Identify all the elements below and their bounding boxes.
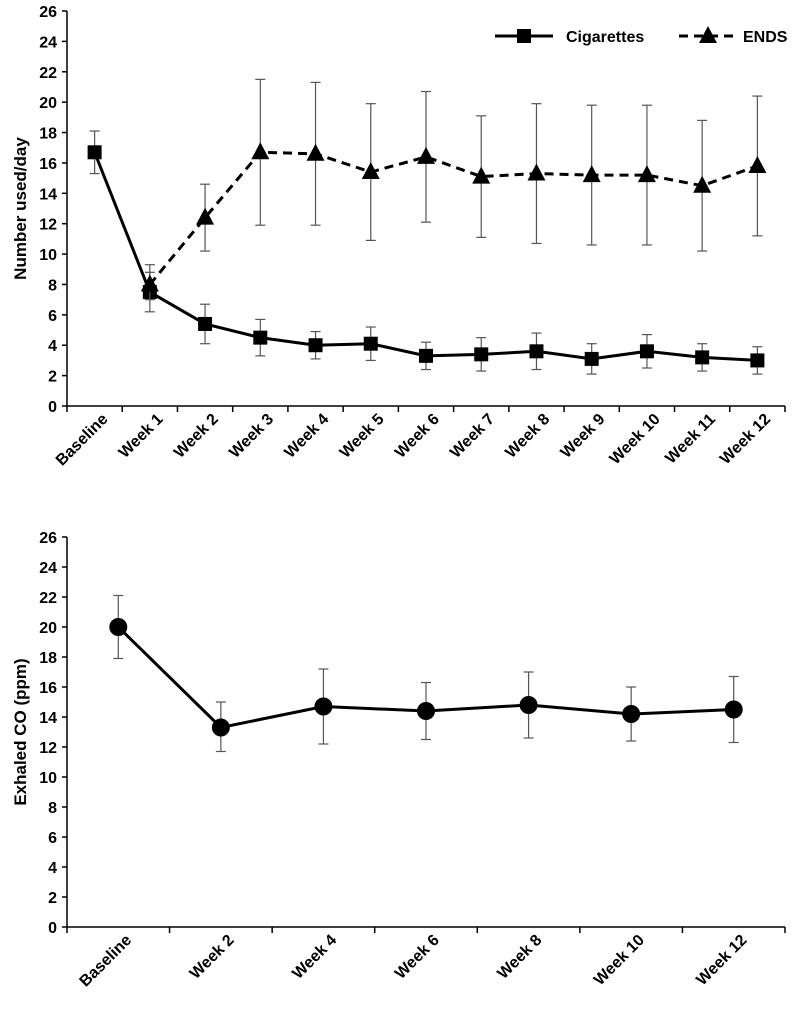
ends-point (693, 175, 712, 193)
cigarettes-point (363, 336, 378, 351)
cigarettes-point (750, 353, 765, 368)
y-tick-label: 12 (39, 740, 57, 757)
exhaled-co-point (417, 702, 435, 720)
legend-marker-ends (699, 26, 717, 43)
x-tick-label: Week 6 (392, 932, 443, 983)
cigarettes-point (474, 347, 489, 362)
y-tick-label: 24 (39, 34, 57, 51)
exhaled-co-point (211, 718, 230, 737)
ends-point (582, 165, 601, 183)
ends-series-line (148, 150, 758, 286)
x-tick-label: Week 8 (495, 932, 546, 983)
y-tick-label: 16 (39, 156, 57, 173)
ends-point (417, 146, 435, 164)
ends-point (361, 162, 380, 180)
y-tick-label: 14 (39, 186, 57, 203)
y-tick-label: 14 (39, 710, 57, 727)
x-tick-label: Week 10 (591, 932, 648, 989)
y-tick-label: 10 (39, 247, 57, 264)
x-tick-label: Baseline (77, 932, 136, 991)
y-tick-label: 12 (39, 217, 57, 234)
x-tick-label: Week 4 (289, 932, 340, 983)
y-tick-label: 18 (39, 650, 57, 667)
cigarettes-point (529, 344, 544, 359)
y-tick-label: 26 (39, 530, 57, 547)
x-tick-label: Week 2 (171, 411, 222, 462)
exhaled-co-point (724, 700, 743, 719)
legend-label-ends: ENDS (743, 29, 788, 46)
ends-point (306, 143, 325, 161)
x-tick-label: Week 9 (558, 411, 609, 462)
y-tick-label: 4 (48, 860, 57, 877)
ends-point (140, 274, 159, 292)
y-tick-label: 0 (48, 399, 57, 416)
y-tick-label: 2 (48, 369, 57, 386)
y-axis-label: Exhaled CO (ppm) (11, 658, 30, 805)
y-tick-label: 10 (39, 770, 57, 787)
cigarettes-point (419, 348, 433, 363)
exhaled-co-point (622, 705, 641, 723)
y-tick-label: 4 (48, 338, 57, 355)
x-tick-label: Week 7 (447, 411, 498, 462)
x-tick-label: Week 4 (282, 411, 333, 462)
cigarettes-point (639, 344, 654, 359)
y-tick-label: 22 (39, 590, 57, 607)
y-axis-label: Number used/day (11, 137, 30, 280)
cigarettes-point (253, 330, 268, 345)
y-tick-label: 26 (39, 4, 57, 21)
ends-point (251, 142, 270, 160)
y-tick-label: 0 (48, 920, 57, 937)
cigarettes-point (308, 338, 323, 353)
ends-point (748, 155, 767, 173)
x-tick-label: Week 12 (717, 411, 774, 468)
x-tick-label: Week 11 (663, 411, 720, 468)
legend-marker-cigarettes (517, 29, 531, 43)
legend-label-cigarettes: Cigarettes (566, 29, 644, 46)
cigarettes-point (584, 351, 599, 366)
ends-point (196, 207, 215, 225)
legend: Cigarettes ENDS (495, 26, 788, 46)
y-tick-label: 2 (48, 890, 57, 907)
x-tick-label: Week 5 (337, 411, 388, 462)
exhaled-co-point (314, 697, 333, 716)
ends-point (527, 163, 546, 181)
y-tick-label: 6 (48, 308, 57, 325)
x-tick-label: Week 2 (187, 932, 238, 983)
x-tick-label: Week 10 (607, 411, 664, 468)
x-tick-label: Week 1 (116, 411, 167, 462)
ends-point (472, 166, 491, 184)
y-tick-label: 16 (39, 680, 57, 697)
exhaled-co-point (109, 618, 128, 636)
x-tick-label: Week 3 (226, 411, 277, 462)
x-tick-label: Week 6 (392, 411, 443, 462)
cigarettes-point (87, 145, 102, 160)
y-tick-label: 18 (39, 126, 57, 143)
x-tick-label: Baseline (53, 411, 112, 470)
y-tick-label: 8 (48, 277, 57, 294)
y-tick-label: 20 (39, 620, 57, 637)
cigarettes-point (695, 350, 710, 365)
ends-point (637, 165, 656, 183)
y-tick-label: 6 (48, 830, 57, 847)
x-tick-label: Week 8 (502, 411, 553, 462)
y-tick-label: 22 (39, 65, 57, 82)
x-tick-label: Week 12 (693, 932, 750, 989)
y-tick-label: 20 (39, 95, 57, 112)
y-tick-label: 8 (48, 800, 57, 817)
y-tick-label: 24 (39, 560, 57, 577)
cigarettes-point (198, 316, 213, 331)
exhaled-co-point (519, 696, 538, 714)
